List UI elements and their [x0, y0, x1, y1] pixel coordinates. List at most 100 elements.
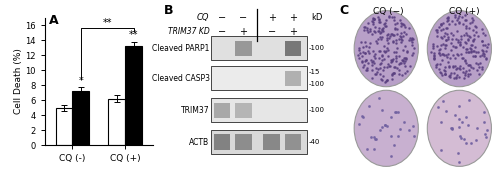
Point: [466, 21, 474, 24]
Point: [454, 21, 462, 24]
Point: [462, 31, 470, 34]
Point: [462, 48, 470, 51]
Point: [354, 46, 362, 49]
Point: [355, 123, 363, 125]
Point: [455, 118, 463, 121]
Point: [385, 15, 393, 18]
Point: [456, 44, 464, 47]
Point: [478, 48, 486, 51]
Point: [458, 56, 466, 59]
Point: [476, 61, 484, 64]
Point: [390, 65, 398, 68]
Point: [368, 22, 376, 25]
Point: [448, 64, 456, 67]
Point: [358, 55, 366, 58]
Point: [382, 47, 390, 50]
Point: [451, 65, 459, 68]
Point: [383, 78, 391, 81]
Point: [364, 49, 372, 52]
Point: [372, 52, 380, 55]
Point: [400, 23, 408, 26]
Point: [388, 73, 396, 76]
Point: [358, 59, 366, 62]
Point: [466, 36, 474, 39]
Point: [456, 53, 464, 56]
Point: [462, 70, 470, 72]
Bar: [212, 66, 307, 90]
Point: [436, 48, 444, 50]
Point: [470, 45, 478, 48]
Point: [450, 77, 458, 80]
Point: [373, 71, 381, 74]
Point: [371, 57, 379, 60]
Point: [365, 52, 373, 55]
Point: [466, 64, 474, 67]
Point: [366, 105, 374, 108]
Point: [456, 68, 464, 71]
Ellipse shape: [428, 11, 492, 87]
Point: [438, 53, 446, 56]
Point: [442, 44, 450, 47]
Point: [442, 53, 450, 56]
Point: [374, 16, 382, 19]
Point: [442, 47, 450, 50]
Point: [402, 58, 410, 61]
Point: [438, 36, 446, 39]
Point: [430, 56, 438, 59]
Point: [408, 125, 416, 128]
Point: [430, 55, 438, 58]
Bar: [56, 108, 72, 145]
Point: [399, 60, 407, 62]
Bar: [235, 41, 252, 56]
Point: [481, 44, 489, 47]
Point: [430, 57, 438, 60]
Point: [455, 67, 463, 70]
Point: [453, 53, 461, 56]
Point: [394, 110, 402, 113]
Point: [376, 31, 384, 33]
Bar: [212, 98, 307, 122]
Point: [377, 61, 385, 64]
Point: [408, 54, 416, 56]
Point: [378, 125, 386, 128]
Point: [452, 18, 460, 21]
Text: +: +: [289, 27, 297, 37]
Point: [390, 18, 398, 21]
Point: [382, 79, 390, 82]
Point: [380, 124, 388, 127]
Point: [386, 35, 394, 38]
Point: [437, 149, 445, 152]
Point: [478, 67, 486, 70]
Point: [354, 48, 362, 51]
Point: [398, 23, 406, 25]
Point: [364, 31, 372, 34]
Point: [398, 59, 406, 62]
Point: [474, 63, 482, 65]
Point: [459, 67, 467, 70]
Point: [462, 19, 470, 22]
Point: [469, 40, 477, 43]
Point: [403, 49, 411, 52]
Point: [392, 39, 400, 41]
Point: [378, 78, 386, 81]
Text: CQ (−): CQ (−): [372, 7, 403, 16]
Point: [390, 65, 398, 68]
Point: [480, 33, 488, 36]
Point: [436, 71, 444, 74]
Text: kD: kD: [312, 13, 323, 22]
Point: [452, 68, 460, 71]
Point: [447, 31, 455, 34]
Point: [398, 39, 406, 42]
Point: [390, 33, 398, 36]
Point: [429, 43, 437, 45]
Point: [387, 60, 395, 63]
Point: [366, 46, 374, 49]
Point: [447, 49, 455, 52]
Point: [460, 77, 468, 80]
Point: [458, 121, 466, 124]
Point: [453, 30, 461, 33]
Point: [439, 43, 447, 46]
Point: [381, 123, 389, 126]
Point: [438, 23, 446, 26]
Point: [383, 79, 391, 82]
